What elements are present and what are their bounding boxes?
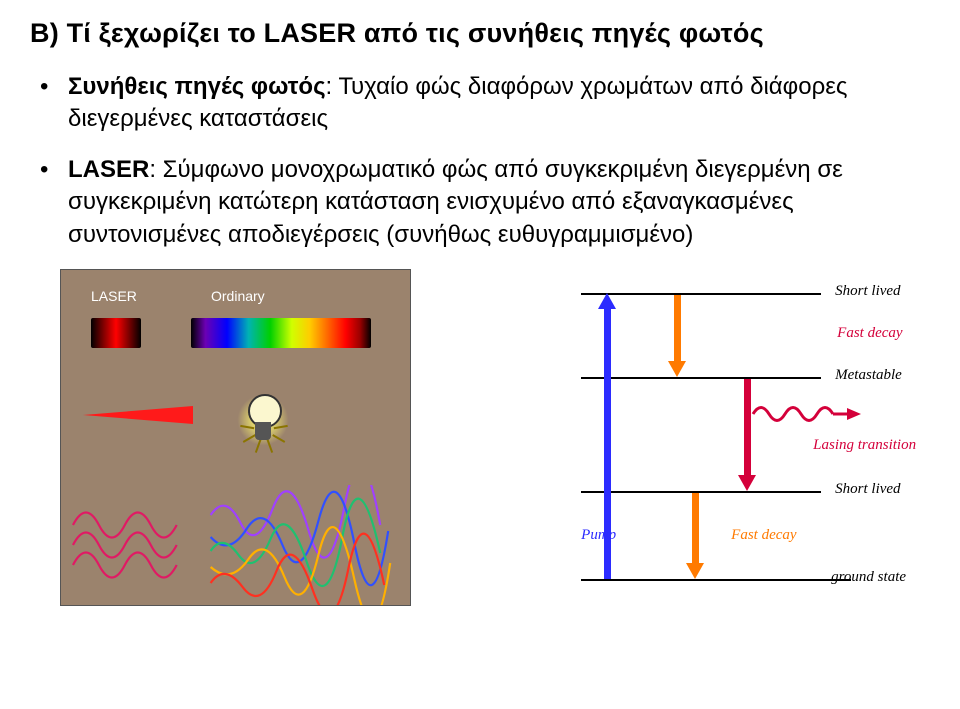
bullet-lead: Συνήθεις πηγές φωτός (68, 73, 326, 100)
label-lasing: Lasing transition (813, 437, 916, 454)
level-top (581, 293, 821, 296)
photon-wave-icon (751, 399, 861, 429)
label-fast-decay-2: Fast decay (731, 527, 796, 544)
figure-energy-levels: Short lived Fast decay Metastable Lasing… (451, 269, 930, 604)
label-pump: Pump (581, 527, 616, 544)
bullet-text: : Σύμφωνο μονοχρωματικό φώς από συγκεκρι… (68, 156, 843, 248)
bullet-list: Συνήθεις πηγές φωτός: Τυχαίο φώς διαφόρω… (40, 71, 930, 251)
label-laser: LASER (91, 288, 137, 304)
level-lower (581, 491, 821, 494)
bullet-item: Συνήθεις πηγές φωτός: Τυχαίο φώς διαφόρω… (40, 71, 930, 136)
laser-spectrum (91, 318, 141, 348)
level-metastable (581, 377, 821, 380)
figure-laser-vs-ordinary: LASER Ordinary (60, 269, 411, 606)
bullet-item: LASER: Σύμφωνο μονοχρωματικό φώς από συγ… (40, 154, 930, 251)
bullet-lead: LASER (68, 156, 149, 183)
label-metastable: Metastable (835, 367, 902, 384)
figures-row: LASER Ordinary (30, 269, 930, 606)
ordinary-bulb-icon (236, 388, 290, 452)
label-short-lived-2: Short lived (835, 481, 900, 498)
wave-diagram (61, 485, 410, 605)
label-fast-decay-1: Fast decay (837, 325, 902, 342)
label-short-lived-1: Short lived (835, 283, 900, 300)
label-ordinary: Ordinary (211, 288, 265, 304)
ordinary-spectrum (191, 318, 371, 348)
page-title: Β) Τί ξεχωρίζει το LASER από τις συνήθει… (30, 18, 930, 49)
level-ground (581, 579, 851, 582)
label-ground-state: ground state (831, 569, 906, 586)
laser-beam-icon (83, 406, 193, 424)
